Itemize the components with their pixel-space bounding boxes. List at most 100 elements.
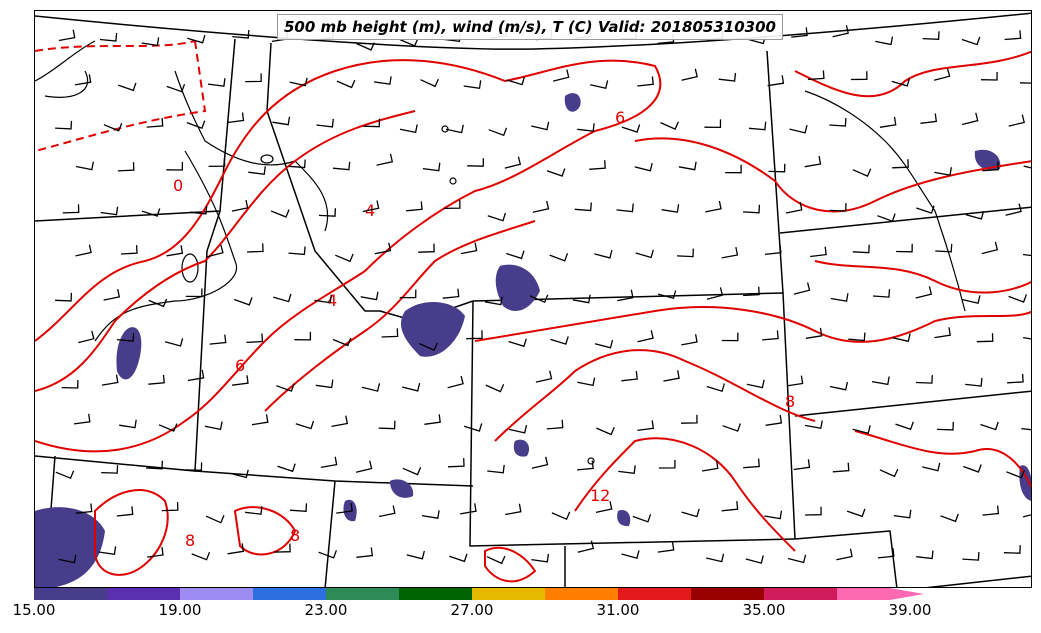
wind-barb	[657, 541, 675, 553]
wind-barb	[207, 244, 224, 258]
colorbar-segment	[107, 588, 181, 600]
wind-barb	[463, 423, 483, 432]
wind-barb	[119, 419, 137, 429]
wind-barb	[487, 464, 505, 474]
wind-barb	[789, 124, 808, 134]
wind-barb	[722, 423, 742, 432]
wind-barb	[618, 465, 636, 475]
wind-barb	[829, 381, 849, 391]
wind-barb	[120, 245, 138, 255]
wind-barb	[680, 414, 698, 424]
wind-barb	[272, 116, 291, 126]
wind-barb	[55, 470, 75, 480]
wind-barb	[1019, 82, 1031, 84]
wind-barb	[336, 503, 353, 514]
wind-barb	[166, 161, 184, 171]
wind-barb	[922, 31, 940, 40]
wind-barb	[145, 460, 164, 470]
wind-barb	[402, 382, 421, 392]
wind-barb	[981, 241, 999, 255]
wind-barb	[273, 293, 292, 303]
colorbar-tick-label: 35.00	[742, 601, 786, 619]
wind-barb	[508, 338, 527, 348]
wind-barb	[443, 200, 461, 210]
wind-barb	[191, 551, 211, 561]
wind-barb	[356, 547, 374, 558]
wind-barb	[289, 503, 308, 512]
wind-barb	[531, 121, 550, 131]
wind-barb	[422, 162, 441, 172]
wind-barb	[381, 328, 399, 338]
colorbar-segment	[545, 588, 619, 600]
wind-barb	[577, 377, 596, 387]
wind-barb	[805, 327, 823, 339]
wind-barb	[73, 413, 91, 425]
wind-barb	[706, 553, 725, 563]
wind-barb	[318, 208, 337, 217]
wind-barb	[793, 282, 811, 295]
wind-barb	[535, 370, 553, 383]
wind-barb	[877, 213, 896, 223]
wind-barb	[419, 342, 438, 352]
wind-barb	[962, 295, 981, 304]
wind-barb	[1008, 294, 1028, 303]
wind-barb	[485, 384, 505, 393]
wind-barb	[1006, 469, 1025, 479]
wind-barb	[965, 211, 985, 220]
wind-barb	[875, 36, 894, 46]
wind-barb	[658, 459, 676, 469]
wind-barb	[295, 420, 315, 430]
wind-barb	[1004, 30, 1022, 41]
wind-barb	[1023, 165, 1031, 169]
wind-barb	[661, 204, 680, 213]
wind-barb	[892, 159, 909, 169]
contour-label: 6	[235, 356, 245, 375]
wind-barb	[701, 460, 719, 472]
wind-barb	[116, 506, 134, 517]
contour-labels: 0 4 4 6 6 8 8 8 12	[173, 108, 795, 550]
wind-barb	[980, 421, 999, 431]
wind-barb	[116, 333, 135, 342]
wind-barb	[762, 330, 779, 341]
wind-barb	[805, 506, 822, 516]
wind-barb	[574, 202, 592, 212]
wind-barb	[288, 159, 306, 169]
wind-barb	[804, 155, 822, 168]
wind-barb	[791, 27, 808, 38]
wind-barb	[205, 515, 225, 524]
wind-barb	[484, 296, 503, 306]
wind-barb	[189, 205, 208, 215]
wind-barb	[289, 77, 308, 87]
wind-barb	[276, 383, 295, 392]
wind-barb	[294, 331, 312, 341]
colorbar-segment	[399, 588, 473, 600]
wind-barb	[449, 553, 468, 563]
contour-label: 4	[327, 291, 337, 310]
wind-barb	[742, 204, 761, 214]
colorbar-segment	[472, 588, 546, 600]
wind-barb	[335, 253, 354, 263]
wind-barb	[506, 76, 526, 86]
wind-barb	[207, 78, 226, 87]
wind-barb	[164, 338, 184, 347]
wind-barb	[637, 76, 654, 87]
wind-barb	[374, 76, 392, 85]
wind-barb	[676, 248, 694, 258]
wind-barb	[879, 468, 899, 478]
wind-barb	[101, 374, 119, 386]
wind-barb	[467, 158, 485, 167]
colorbar-segment	[253, 588, 327, 600]
wind-barb	[743, 458, 760, 469]
wind-barb	[832, 25, 849, 38]
wind-barb	[635, 249, 654, 259]
wind-barb	[1022, 253, 1031, 257]
wind-barb	[508, 424, 528, 434]
wind-barb	[363, 118, 381, 128]
wind-barb	[962, 552, 980, 561]
wind-barb	[550, 336, 569, 345]
wind-barb	[161, 502, 179, 512]
wind-barb	[915, 375, 933, 384]
wind-barb	[378, 420, 396, 430]
wind-barb	[634, 162, 653, 172]
wind-barb	[486, 555, 506, 565]
